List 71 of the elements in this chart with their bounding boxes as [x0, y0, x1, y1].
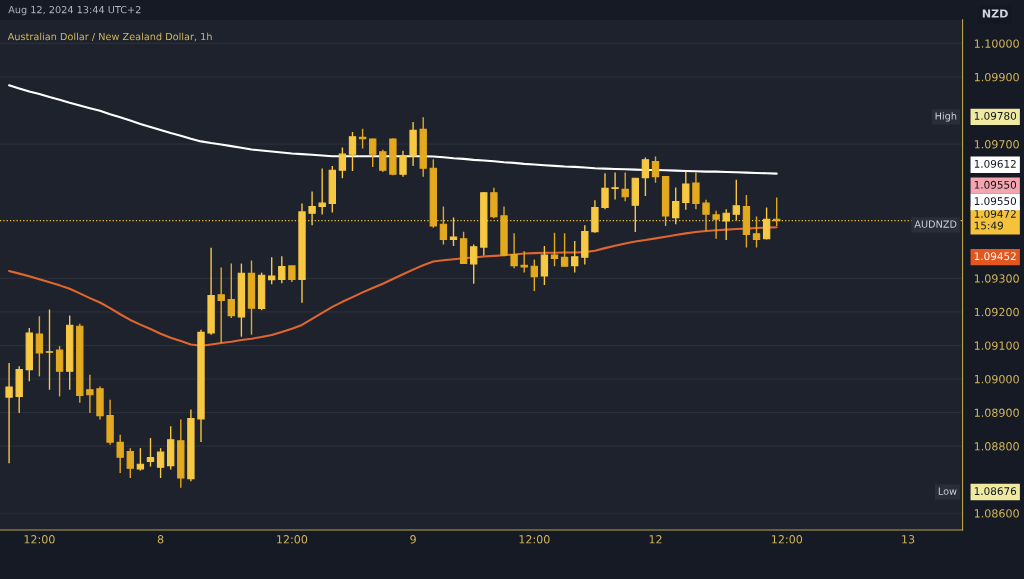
x-tick-label: 13: [902, 535, 915, 544]
candlestick: [682, 170, 690, 211]
x-tick-label: 8: [157, 535, 164, 544]
y-tick-label: 1.08600: [974, 509, 1019, 518]
candlestick: [55, 345, 64, 398]
candlestick: [278, 255, 286, 285]
annotation: High: [935, 112, 957, 122]
candlestick: [641, 156, 650, 197]
candlestick: [692, 171, 700, 210]
text: 1.09780: [974, 111, 1017, 120]
candlestick: [35, 315, 44, 378]
candlestick: [651, 155, 660, 184]
candlestick: [156, 447, 165, 479]
candlestick: [560, 232, 569, 267]
candlestick: [227, 262, 235, 319]
y-tick-label: 1.09100: [974, 341, 1019, 350]
candlestick: [399, 150, 407, 178]
x-tick-label: 12: [649, 535, 662, 544]
candlestick: [348, 131, 357, 172]
y-tick-label: 1.09900: [974, 72, 1019, 82]
candlestick: [520, 250, 528, 274]
candlestick: [510, 232, 518, 269]
candlestick: [439, 205, 448, 246]
candlestick: [601, 172, 609, 210]
candlestick: [530, 258, 538, 292]
ref-line-label: 1.09472 15:49: [974, 209, 1016, 230]
candlestick: [732, 178, 740, 221]
candlestick: [571, 240, 579, 274]
x-tick-label: 12:00: [519, 535, 550, 544]
x-tick-label: 12:00: [24, 535, 55, 544]
candlestick: [45, 308, 54, 391]
candlestick: [611, 171, 619, 201]
text: 1.09452: [974, 252, 1016, 261]
candlestick: [5, 362, 13, 464]
candlestick: [136, 447, 145, 472]
text: 1.08676: [974, 487, 1017, 496]
x-tick-label: 12:00: [772, 535, 803, 544]
text: Aug 12, 2024 13:44 UTC+2: [8, 5, 141, 16]
y-tick-label: 1.09000: [974, 374, 1019, 384]
y-axis-title: NZD: [982, 9, 1008, 18]
candlestick: [490, 187, 498, 219]
candlestick: [712, 210, 720, 240]
candlestick: [470, 243, 478, 285]
text: 1.09550: [974, 180, 1017, 189]
text: Australian Dollar / New Zealand Dollar, 1h: [7, 32, 212, 42]
y-tick-label: 1.09700: [974, 140, 1019, 149]
candlestick: [146, 437, 155, 468]
candlestick: [126, 447, 134, 479]
y-tick-label: 1.10000: [974, 39, 1019, 48]
candlestick: [116, 434, 124, 474]
candlestick: [338, 146, 347, 180]
candlestick: [379, 149, 387, 173]
candlestick: [86, 373, 94, 414]
y-tick-label: 1.08900: [974, 408, 1019, 417]
candlestick: [752, 215, 761, 249]
x-tick-label: 12:00: [277, 535, 308, 544]
candlestick: [318, 167, 326, 216]
candlestick: [621, 171, 629, 202]
text: 1.09550: [974, 197, 1017, 206]
candlestick: [268, 256, 276, 286]
y-tick-label: 1.09300: [974, 274, 1019, 283]
candlestick: [702, 199, 710, 232]
candlestick: [540, 245, 549, 286]
annotation: AUDNZD: [914, 220, 957, 228]
annotation: Low: [938, 487, 957, 495]
y-tick-label: 1.09200: [974, 307, 1019, 317]
candlestick: [369, 137, 377, 168]
y-tick-label: 1.08800: [974, 442, 1019, 451]
text: 1.09612: [974, 159, 1016, 168]
candlestick: [217, 266, 225, 344]
x-tick-label: 9: [410, 535, 416, 544]
